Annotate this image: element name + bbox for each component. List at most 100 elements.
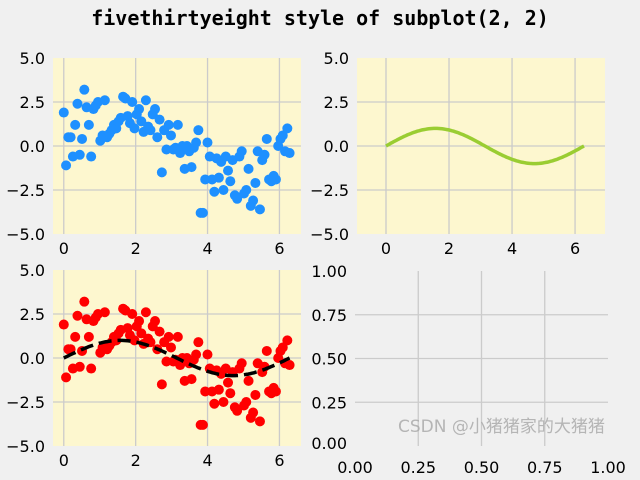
- scatter-point: [191, 137, 202, 148]
- subplot-top-left: 0 2 4 6 −5.0 −2.5 0.0 2.5 5.0: [6, 49, 301, 258]
- scatter-point: [58, 107, 69, 118]
- scatter-point: [83, 119, 94, 130]
- subplot-bottom-left: 0 2 4 6 −5.0 −2.5 0.0 2.5 5.0: [6, 261, 301, 470]
- scatter-point: [254, 416, 265, 427]
- x-tick-label: 4: [202, 451, 212, 470]
- scatter-point: [232, 193, 243, 204]
- y-tick-label: 5.0: [20, 261, 45, 280]
- scatter-point: [236, 358, 247, 369]
- scatter-point: [284, 148, 295, 159]
- scatter-point: [243, 163, 254, 174]
- scatter-point: [136, 328, 147, 339]
- scatter-point: [209, 186, 220, 197]
- scatter-point: [172, 119, 183, 130]
- scatter-point: [72, 310, 83, 321]
- scatter-point: [154, 326, 165, 337]
- scatter-point: [152, 132, 163, 143]
- scatter-point: [134, 104, 145, 115]
- scatter-point: [225, 176, 236, 187]
- y-tick-label: −2.5: [6, 393, 45, 412]
- y-tick-label: 2.5: [20, 305, 45, 324]
- x-tick-label: 0.75: [527, 458, 563, 477]
- y-tick-label: 0.75: [311, 306, 347, 325]
- subplot-bottom-right: 0.00 0.25 0.50 0.75 1.00 0.00 0.25 0.50 0.75 1.00: [311, 262, 625, 477]
- scatter-point: [254, 204, 265, 215]
- scatter-point: [270, 386, 281, 397]
- y-tick-label: 1.00: [311, 262, 347, 281]
- scatter-point: [241, 397, 252, 407]
- scatter-point: [202, 137, 213, 148]
- scatter-point: [70, 119, 81, 130]
- x-tick-label: 0.00: [337, 458, 373, 477]
- scatter-point: [65, 132, 76, 143]
- y-tick-label: −2.5: [6, 181, 45, 200]
- scatter-point: [191, 349, 202, 360]
- figure-title: fivethirtyeight style of subplot(2, 2): [91, 6, 549, 30]
- scatter-point: [140, 307, 151, 318]
- scatter-point: [186, 374, 197, 385]
- scatter-point: [232, 405, 243, 416]
- y-tick-label: 0.0: [324, 137, 349, 156]
- x-tick-label: 0.50: [464, 458, 500, 477]
- y-tick-label: 0.50: [311, 350, 347, 369]
- y-tick-label: 0.00: [311, 434, 347, 453]
- y-tick-label: −5.0: [6, 437, 45, 456]
- x-tick-label: 2: [131, 451, 141, 470]
- scatter-point: [163, 331, 174, 342]
- scatter-point: [243, 375, 254, 386]
- scatter-point: [77, 133, 88, 144]
- scatter-point: [70, 331, 81, 342]
- scatter-point: [165, 342, 176, 353]
- scatter-point: [250, 389, 261, 400]
- x-tick-label: 1.00: [590, 458, 626, 477]
- scatter-point: [79, 84, 90, 95]
- scatter-point: [156, 379, 167, 390]
- scatter-point: [236, 146, 247, 157]
- scatter-point: [248, 407, 259, 418]
- scatter-point: [99, 95, 110, 106]
- scatter-point: [154, 114, 165, 125]
- y-tick-label: 5.0: [324, 49, 349, 68]
- scatter-point: [193, 337, 204, 348]
- scatter-point: [86, 151, 97, 162]
- y-tick-label: 0.25: [311, 393, 347, 412]
- scatter-point: [72, 98, 83, 109]
- plot-area: [58, 84, 295, 218]
- plot-area: [58, 296, 295, 430]
- scatter-point: [127, 97, 138, 107]
- scatter-point: [83, 331, 94, 342]
- scatter-point: [136, 116, 147, 127]
- scatter-point: [140, 95, 151, 106]
- y-tick-label: −5.0: [310, 225, 349, 244]
- scatter-point: [213, 172, 224, 183]
- scatter-point: [200, 174, 211, 185]
- x-tick-label: 0.25: [400, 458, 436, 477]
- scatter-point: [261, 133, 272, 144]
- scatter-point: [61, 372, 72, 383]
- scatter-point: [282, 335, 293, 346]
- scatter-point: [241, 185, 252, 195]
- y-tick-label: 0.0: [20, 349, 45, 368]
- scatter-point: [261, 345, 272, 356]
- scatter-point: [172, 331, 183, 342]
- x-tick-label: 0: [59, 451, 69, 470]
- scatter-point: [197, 207, 208, 218]
- y-tick-label: 2.5: [20, 93, 45, 112]
- watermark: CSDN @小猪猪家的大猪猪: [398, 417, 605, 437]
- scatter-point: [225, 388, 236, 399]
- subplot-top-right: 0 2 4 6 −5.0 −2.5 0.0 2.5 5.0: [310, 49, 605, 258]
- scatter-point: [218, 185, 229, 195]
- scatter-point: [213, 384, 224, 395]
- scatter-point: [58, 319, 69, 330]
- x-tick-label: 4: [202, 239, 212, 258]
- x-tick-label: 2: [444, 239, 454, 258]
- y-tick-label: 0.0: [20, 137, 45, 156]
- plot-area: [385, 126, 585, 166]
- x-tick-label: 6: [274, 451, 284, 470]
- scatter-point: [74, 361, 85, 372]
- scatter-point: [197, 419, 208, 430]
- scatter-point: [282, 123, 293, 134]
- scatter-point: [127, 309, 138, 319]
